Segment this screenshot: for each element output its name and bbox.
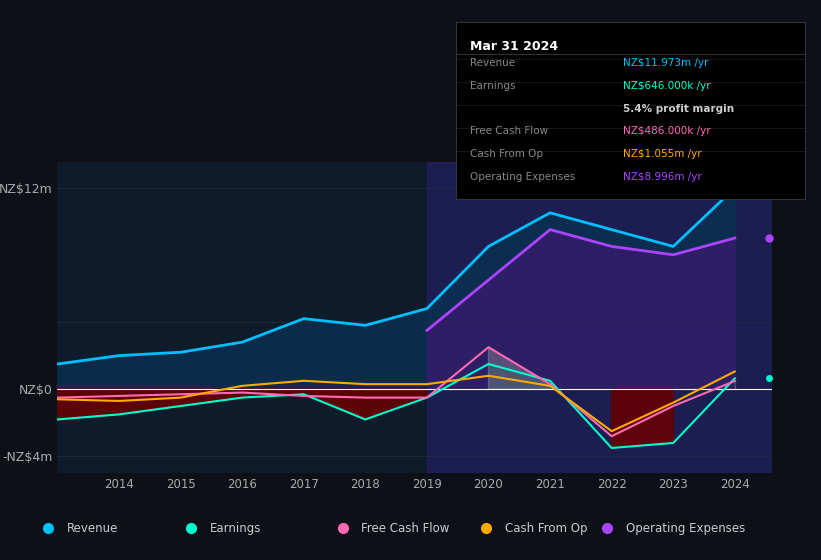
Bar [427,162,772,473]
Text: 5.4% profit margin: 5.4% profit margin [623,104,734,114]
Text: NZ$11.973m /yr: NZ$11.973m /yr [623,58,709,68]
Text: Operating Expenses: Operating Expenses [626,522,745,535]
Text: Revenue: Revenue [67,522,118,535]
Text: NZ$1.055m /yr: NZ$1.055m /yr [623,150,702,160]
Text: Earnings: Earnings [210,522,262,535]
Text: Free Cash Flow: Free Cash Flow [470,127,548,137]
Text: NZ$646.000k /yr: NZ$646.000k /yr [623,81,711,91]
Text: Earnings: Earnings [470,81,515,91]
Text: Mar 31 2024: Mar 31 2024 [470,40,557,53]
Text: Free Cash Flow: Free Cash Flow [361,522,450,535]
Text: Revenue: Revenue [470,58,515,68]
Text: Cash From Op: Cash From Op [505,522,587,535]
Text: NZ$8.996m /yr: NZ$8.996m /yr [623,172,702,183]
Text: NZ$486.000k /yr: NZ$486.000k /yr [623,127,711,137]
Text: Cash From Op: Cash From Op [470,150,543,160]
Text: Operating Expenses: Operating Expenses [470,172,575,183]
